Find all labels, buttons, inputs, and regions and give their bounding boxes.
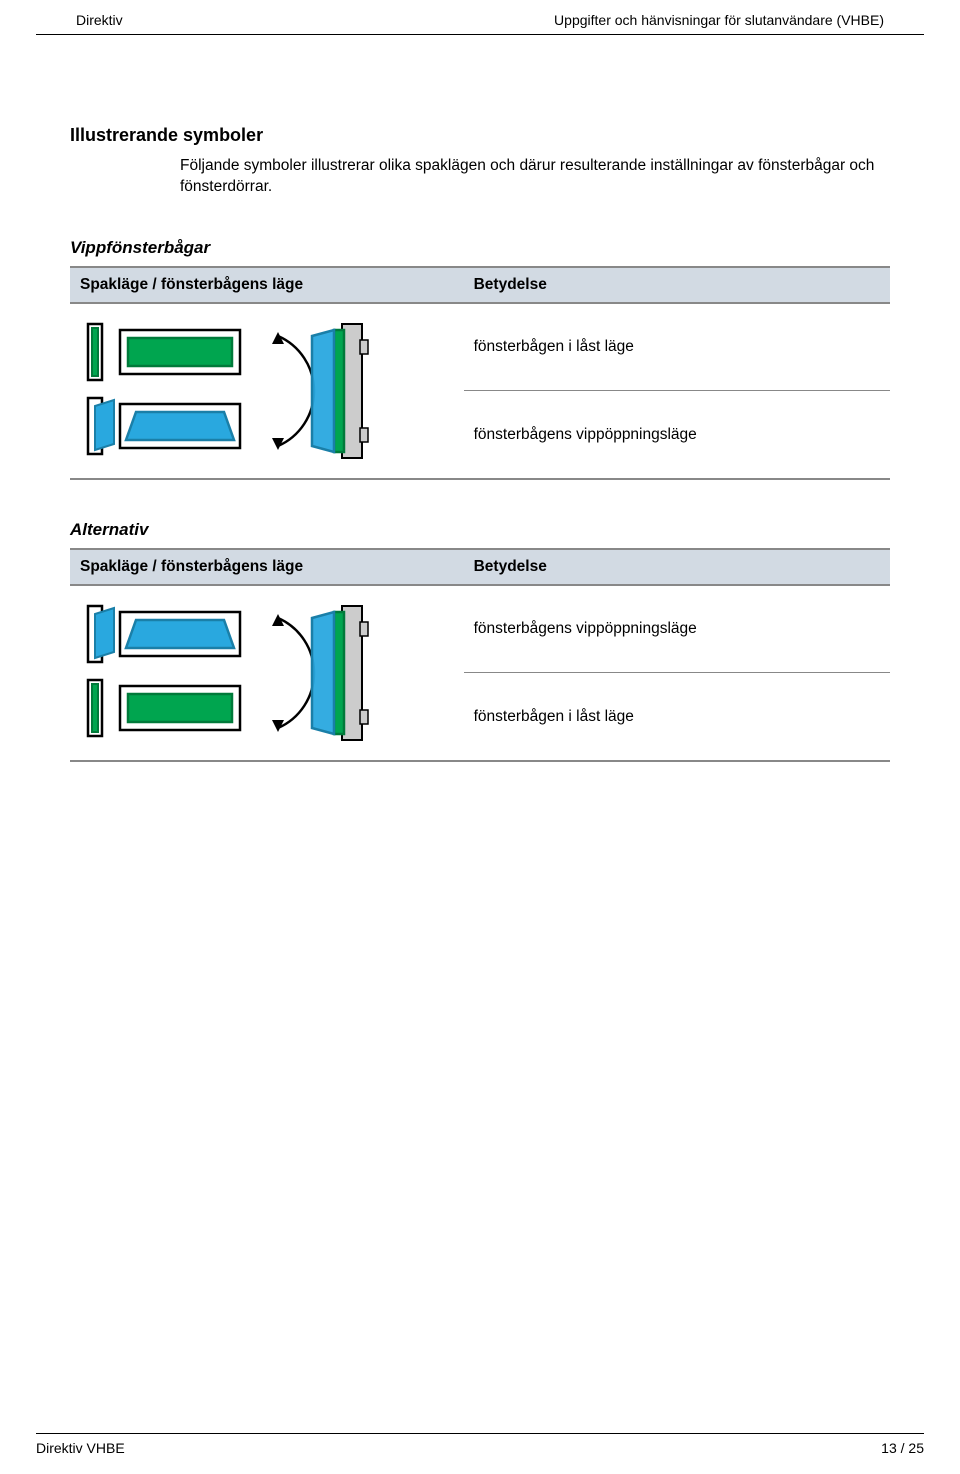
header-left: Direktiv — [76, 12, 123, 28]
meaning-cell: fönsterbågen i låst läge — [464, 303, 890, 391]
subsection-title-2: Alternativ — [70, 520, 890, 540]
table-vippfonsterbagar: Spakläge / fönsterbågens läge Betydelse — [70, 266, 890, 480]
meaning-cell: fönsterbågen i låst läge — [464, 673, 890, 761]
meaning-cell: fönsterbågens vippöppningsläge — [464, 585, 890, 673]
table-row: fönsterbågen i låst läge — [70, 303, 890, 391]
subsection-title-1: Vippfönsterbågar — [70, 238, 890, 258]
table-header-row: Spakläge / fönsterbågens läge Betydelse — [70, 549, 890, 585]
table-row: fönsterbågens vippöppningsläge — [70, 585, 890, 673]
page-header: Direktiv Uppgifter och hänvisningar för … — [36, 0, 924, 35]
section-title: Illustrerande symboler — [70, 125, 890, 146]
table-header-row: Spakläge / fönsterbågens läge Betydelse — [70, 267, 890, 303]
diagram-cell-1 — [70, 303, 464, 479]
side-view-arc-icon-alt — [270, 598, 420, 748]
side-view-arc-icon — [270, 316, 420, 466]
footer-left: Direktiv VHBE — [36, 1440, 125, 1456]
intro-text: Följande symboler illustrerar olika spak… — [180, 156, 890, 198]
footer-right: 13 / 25 — [881, 1440, 924, 1456]
meaning-cell: fönsterbågens vippöppningsläge — [464, 391, 890, 479]
handle-plan-icon-alt — [78, 598, 258, 748]
content-area: Illustrerande symboler Följande symboler… — [0, 35, 960, 762]
diagram-cell-2 — [70, 585, 464, 761]
table-header-left: Spakläge / fönsterbågens läge — [70, 549, 464, 585]
table-header-right: Betydelse — [464, 549, 890, 585]
table-header-right: Betydelse — [464, 267, 890, 303]
table-header-left: Spakläge / fönsterbågens läge — [70, 267, 464, 303]
header-right: Uppgifter och hänvisningar för slutanvän… — [554, 12, 884, 28]
page-footer: Direktiv VHBE 13 / 25 — [36, 1433, 924, 1456]
table-alternativ: Spakläge / fönsterbågens läge Betydelse — [70, 548, 890, 762]
handle-plan-icon — [78, 316, 258, 466]
